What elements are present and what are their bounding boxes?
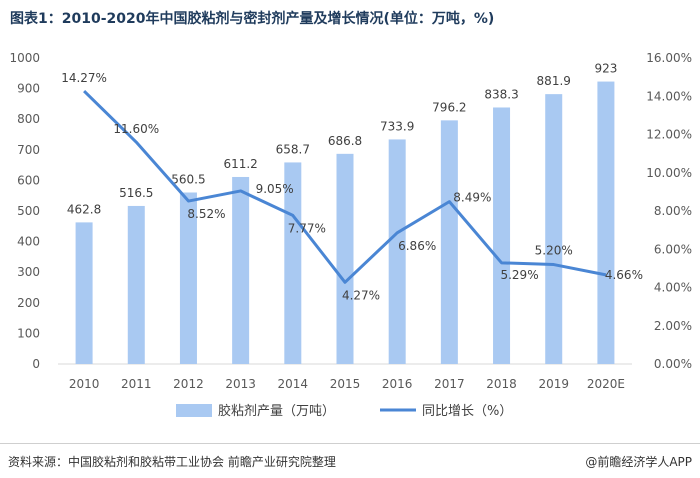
chart-title: 图表1：2010-2020年中国胶粘剂与密封剂产量及增长情况(单位：万吨，%) — [10, 11, 495, 27]
bar — [127, 205, 145, 364]
footer-divider — [0, 443, 700, 444]
y-left-tick-label: 700 — [17, 143, 40, 157]
y-right-axis: 0.00% 2.00% 4.00% 6.00% 8.00% 10.00% 12.00% 14.… — [646, 51, 692, 371]
y-right-tick-label: 12.00% — [646, 128, 692, 142]
line-value-label: 5.29% — [500, 268, 538, 282]
y-left-axis: 0 100 200 300 400 500 600 700 800 900 1000 — [9, 51, 40, 371]
y-right-tick-label: 4.00% — [654, 281, 692, 295]
y-right-tick-label: 2.00% — [654, 319, 692, 333]
line-value-label: 11.60% — [113, 122, 159, 136]
line-value-label: 8.52% — [187, 207, 225, 221]
bar — [388, 139, 406, 364]
bar-value-label: 923 — [594, 62, 617, 76]
bar-value-label: 516.5 — [119, 186, 153, 200]
x-tick-label: 2017 — [434, 377, 465, 391]
x-tick-label: 2015 — [330, 377, 361, 391]
legend-bar-label: 胶粘剂产量（万吨） — [218, 403, 335, 419]
y-left-tick-label: 0 — [32, 357, 40, 371]
footer: 资料来源：中国胶粘剂和胶粘带工业协会 前瞻产业研究院整理 @前瞻经济学人APP — [0, 440, 700, 478]
bar — [493, 107, 511, 365]
y-left-tick-label: 500 — [17, 204, 40, 218]
bar-value-labels: 462.8 516.5 560.5 611.2 658.7 686.8 733.9 796.2… — [67, 62, 617, 217]
chart-svg: 0 100 200 300 400 500 600 700 800 900 1000 0.00% 2.… — [9, 51, 692, 419]
x-tick-label: 2010 — [69, 377, 100, 391]
line-value-label: 6.86% — [398, 239, 436, 253]
y-left-tick-label: 100 — [17, 326, 40, 340]
line-value-label: 4.66% — [605, 268, 643, 282]
line-value-label: 14.27% — [61, 71, 107, 85]
x-tick-label: 2019 — [538, 377, 569, 391]
y-left-tick-label: 800 — [17, 112, 40, 126]
y-right-tick-label: 14.00% — [646, 89, 692, 103]
y-left-tick-label: 400 — [17, 235, 40, 249]
bar — [179, 192, 197, 364]
bar — [545, 94, 563, 364]
x-tick-label: 2012 — [173, 377, 204, 391]
y-left-tick-label: 600 — [17, 173, 40, 187]
x-tick-label: 2016 — [382, 377, 413, 391]
growth-line — [83, 90, 607, 284]
y-right-tick-label: 16.00% — [646, 51, 692, 65]
y-right-tick-label: 10.00% — [646, 166, 692, 180]
legend: 胶粘剂产量（万吨） 同比增长（%） — [176, 403, 512, 419]
bar — [597, 81, 615, 364]
credit-note: @前瞻经济学人APP — [585, 455, 692, 469]
bar-value-label: 881.9 — [537, 74, 571, 88]
bar-value-label: 838.3 — [484, 87, 518, 101]
bar-value-label: 611.2 — [223, 157, 257, 171]
y-right-tick-label: 6.00% — [654, 242, 692, 256]
y-right-tick-label: 0.00% — [654, 357, 692, 371]
bar-value-label: 462.8 — [67, 202, 101, 216]
bar-series — [75, 81, 615, 365]
bar-value-label: 560.5 — [171, 172, 205, 186]
bar-value-label: 796.2 — [432, 100, 466, 114]
line-value-labels: 14.27% 11.60% 8.52% 9.05% 7.77% 4.27% 6.86% 8.4… — [61, 71, 643, 302]
bar-value-label: 733.9 — [380, 119, 414, 133]
legend-bar-swatch — [176, 404, 212, 417]
line-value-label: 7.77% — [288, 221, 326, 235]
bar — [440, 120, 458, 365]
y-left-tick-label: 1000 — [9, 51, 40, 65]
bar-value-label: 658.7 — [276, 142, 310, 156]
y-left-tick-label: 300 — [17, 265, 40, 279]
legend-line-label: 同比增长（%） — [422, 404, 512, 419]
y-right-tick-label: 8.00% — [654, 204, 692, 218]
source-note: 资料来源：中国胶粘剂和胶粘带工业协会 前瞻产业研究院整理 — [8, 455, 336, 469]
bar-value-label: 686.8 — [328, 134, 362, 148]
x-tick-label: 2014 — [278, 377, 309, 391]
line-value-label: 8.49% — [453, 191, 491, 205]
x-tick-label: 2013 — [225, 377, 256, 391]
line-value-label: 5.20% — [535, 244, 573, 258]
line-value-label: 9.05% — [256, 182, 294, 196]
x-tick-label: 2020E — [587, 377, 625, 391]
bar — [232, 176, 250, 364]
line-value-label: 4.27% — [342, 288, 380, 302]
x-tick-label: 2018 — [486, 377, 517, 391]
x-tick-label: 2011 — [121, 377, 152, 391]
bar — [336, 153, 354, 364]
y-left-tick-label: 200 — [17, 296, 40, 310]
x-axis: 2010 2011 2012 2013 2014 2015 2016 2017 2018 2019… — [69, 377, 625, 391]
bar — [75, 222, 93, 364]
y-left-tick-label: 900 — [17, 82, 40, 96]
